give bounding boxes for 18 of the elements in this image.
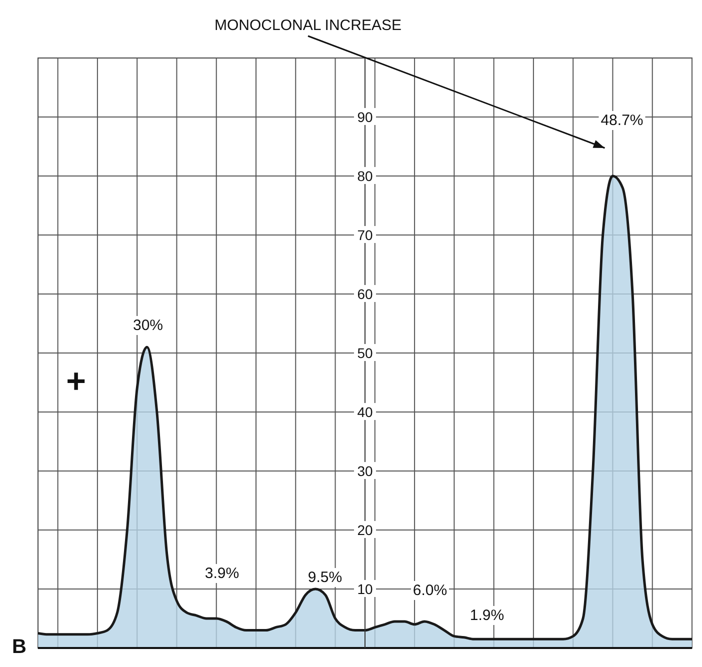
y-tick-label: 70 — [357, 227, 373, 243]
annotation: + — [66, 362, 86, 400]
annotation: 3.9% — [204, 565, 240, 582]
y-tick-label: 80 — [357, 168, 373, 184]
y-tick-label: 20 — [357, 522, 373, 538]
annotation: 1.9% — [470, 607, 504, 624]
text: MONOCLONAL INCREASE — [214, 17, 402, 34]
annotation: 6.0% — [412, 582, 448, 599]
y-tick-label: 10 — [357, 581, 373, 597]
annotation: 9.5% — [308, 569, 342, 586]
y-tick-label: 90 — [357, 109, 373, 125]
y-tick-label: 50 — [357, 345, 373, 361]
text: B — [12, 636, 26, 658]
y-tick-label: 30 — [357, 463, 373, 479]
y-tick-label: 40 — [357, 404, 373, 420]
y-tick-label: 60 — [357, 286, 373, 302]
annotation: 48.7% — [600, 112, 644, 129]
annotation: 30% — [132, 317, 164, 334]
